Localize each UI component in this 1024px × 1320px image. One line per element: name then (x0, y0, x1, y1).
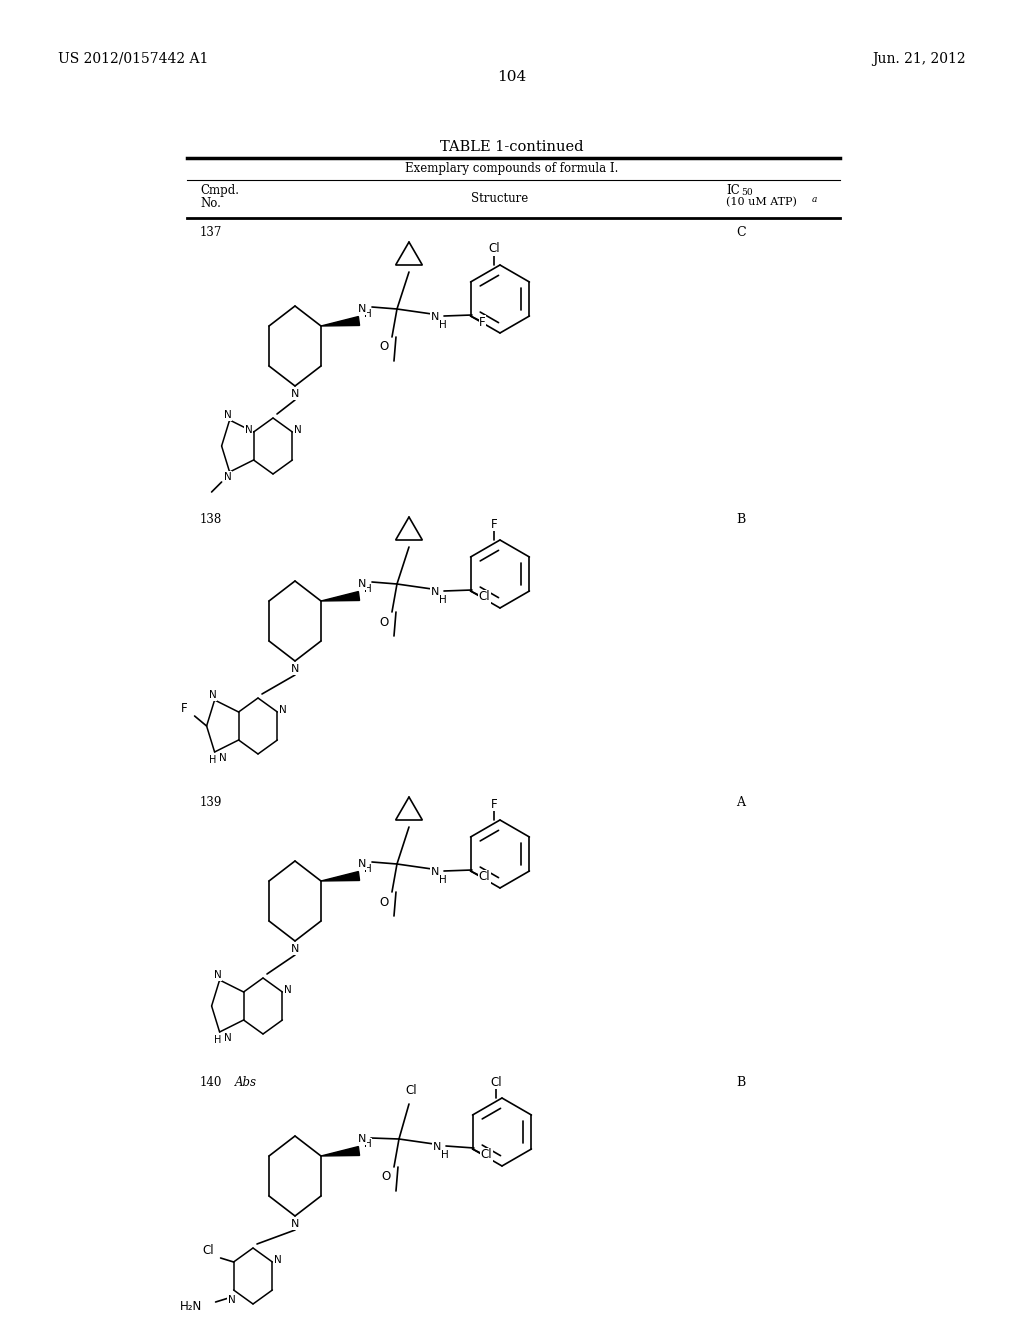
Text: N: N (227, 1295, 236, 1305)
Text: TABLE 1-continued: TABLE 1-continued (440, 140, 584, 154)
Text: N: N (431, 587, 439, 597)
Text: N: N (357, 579, 367, 589)
Text: H: H (439, 875, 446, 884)
Text: N: N (431, 867, 439, 876)
Text: Cl: Cl (203, 1243, 214, 1257)
Text: A: A (736, 796, 745, 809)
Text: H: H (214, 1035, 221, 1045)
Text: 104: 104 (498, 70, 526, 84)
Text: Cl: Cl (479, 870, 490, 883)
Text: N: N (357, 1134, 367, 1144)
Text: N: N (223, 473, 231, 482)
Text: O: O (379, 341, 388, 354)
Text: H: H (365, 309, 372, 319)
Text: (10 uM ATP): (10 uM ATP) (726, 197, 797, 207)
Text: 140: 140 (200, 1076, 222, 1089)
Polygon shape (321, 317, 359, 326)
Text: 137: 137 (200, 226, 222, 239)
Text: H: H (365, 865, 372, 874)
Text: Cl: Cl (490, 1076, 502, 1089)
Text: a: a (812, 195, 817, 205)
Text: N: N (291, 664, 299, 675)
Text: H: H (209, 755, 216, 766)
Text: B: B (736, 1076, 745, 1089)
Text: Abs: Abs (234, 1076, 257, 1089)
Text: F: F (181, 701, 188, 714)
Text: N: N (357, 304, 367, 314)
Text: H: H (365, 583, 372, 594)
Text: N: N (273, 1255, 282, 1265)
Text: N: N (294, 425, 301, 436)
Text: N: N (433, 1142, 441, 1152)
Text: B: B (736, 513, 745, 525)
Text: 138: 138 (200, 513, 222, 525)
Text: Cl: Cl (488, 243, 500, 256)
Polygon shape (321, 591, 359, 601)
Text: US 2012/0157442 A1: US 2012/0157442 A1 (58, 51, 208, 66)
Text: N: N (279, 705, 287, 715)
Text: H: H (441, 1150, 449, 1160)
Text: Cl: Cl (479, 590, 490, 603)
Text: IC: IC (726, 183, 739, 197)
Text: N: N (291, 944, 299, 954)
Text: Structure: Structure (471, 191, 528, 205)
Polygon shape (321, 871, 359, 880)
Text: O: O (381, 1171, 390, 1184)
Text: Cl: Cl (480, 1148, 493, 1162)
Text: Jun. 21, 2012: Jun. 21, 2012 (872, 51, 966, 66)
Text: O: O (379, 615, 388, 628)
Text: H: H (439, 595, 446, 605)
Text: No.: No. (200, 197, 221, 210)
Text: O: O (379, 895, 388, 908)
Text: F: F (479, 315, 485, 329)
Text: N: N (219, 752, 226, 763)
Text: F: F (490, 797, 498, 810)
Text: N: N (209, 690, 216, 700)
Text: F: F (490, 517, 498, 531)
Text: N: N (284, 985, 291, 995)
Text: H₂N: H₂N (179, 1300, 202, 1313)
Text: N: N (357, 859, 367, 869)
Text: Cl: Cl (406, 1085, 417, 1097)
Text: N: N (223, 411, 231, 420)
Text: C: C (736, 226, 745, 239)
Text: Exemplary compounds of formula I.: Exemplary compounds of formula I. (406, 162, 618, 176)
Text: N: N (245, 425, 253, 436)
Text: 139: 139 (200, 796, 222, 809)
Text: N: N (214, 970, 221, 979)
Polygon shape (321, 1147, 359, 1156)
Text: H: H (365, 1139, 372, 1148)
Text: Cmpd.: Cmpd. (200, 183, 239, 197)
Text: N: N (223, 1034, 231, 1043)
Text: N: N (291, 1218, 299, 1229)
Text: N: N (431, 312, 439, 322)
Text: N: N (291, 389, 299, 399)
Text: H: H (439, 319, 446, 330)
Text: 50: 50 (741, 187, 753, 197)
